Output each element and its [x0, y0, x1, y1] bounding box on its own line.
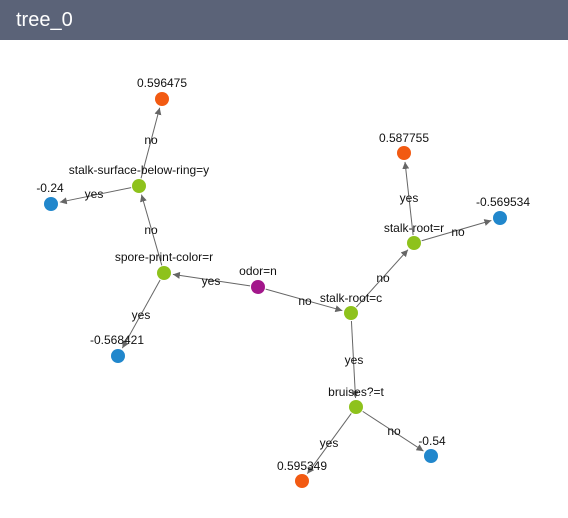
- edge-n_stalkroot_c-to-n_bruises: [350, 320, 359, 399]
- split-node[interactable]: [132, 179, 146, 193]
- split-node[interactable]: [407, 236, 421, 250]
- edge-root-to-n_spore: [172, 271, 251, 287]
- edge-label: no: [298, 294, 312, 308]
- edge-label: no: [376, 271, 390, 285]
- edge-label: no: [144, 223, 158, 237]
- edge-label: no: [144, 133, 158, 147]
- leaf-node[interactable]: [155, 92, 169, 106]
- leaf-node[interactable]: [44, 197, 58, 211]
- edge-n_stalkroot_r-to-l_m0569534: [421, 219, 492, 242]
- leaf-value-label: -0.568421: [90, 333, 144, 347]
- edge-n_spore-to-l_m0568421: [121, 279, 161, 349]
- split-condition-label: spore-print-color=r: [115, 250, 213, 264]
- edge-n_bruises-to-l_m054: [362, 410, 424, 452]
- edge-label: no: [451, 225, 465, 239]
- split-node[interactable]: [157, 266, 171, 280]
- window-title-bar: tree_0: [0, 0, 568, 40]
- edge-n_ssbr-to-l_0596475: [140, 107, 162, 179]
- edge-root-to-n_stalkroot_c: [265, 288, 343, 313]
- edge-label: yes: [320, 436, 339, 450]
- edge-label: yes: [345, 353, 364, 367]
- leaf-node[interactable]: [111, 349, 125, 363]
- edges-layer: yes no no yes no yes no yes yes no yes no: [59, 107, 492, 475]
- leaf-node[interactable]: [397, 146, 411, 160]
- edge-n_stalkroot_r-to-l_0587755: [402, 161, 414, 236]
- edge-n_spore-to-n_ssbr: [140, 194, 163, 266]
- leaf-value-label: -0.54: [418, 434, 446, 448]
- leaf-node[interactable]: [295, 474, 309, 488]
- split-condition-label: stalk-root=r: [384, 221, 444, 235]
- nodes-layer: odor=n spore-print-color=r stalk-surface-b…: [36, 76, 530, 488]
- leaf-value-label: 0.596475: [137, 76, 187, 90]
- edge-n_bruises-to-l_0595349: [306, 413, 352, 475]
- split-node[interactable]: [349, 400, 363, 414]
- split-node[interactable]: [344, 306, 358, 320]
- leaf-value-label: -0.24: [36, 181, 64, 195]
- root-node[interactable]: [251, 280, 265, 294]
- decision-tree-diagram: yes no no yes no yes no yes yes no yes no odor=n spo…: [36, 76, 530, 488]
- edge-label: yes: [132, 308, 151, 322]
- leaf-node[interactable]: [424, 449, 438, 463]
- edge-label: yes: [202, 274, 221, 288]
- edge-n_ssbr-to-l_m024: [59, 187, 132, 205]
- leaf-value-label: 0.587755: [379, 131, 429, 145]
- split-condition-label: odor=n: [239, 264, 277, 278]
- edge-label: yes: [400, 191, 419, 205]
- edge-label: yes: [85, 187, 104, 201]
- edge-label: no: [387, 424, 401, 438]
- leaf-node[interactable]: [493, 211, 507, 225]
- edge-n_stalkroot_c-to-n_stalkroot_r: [355, 249, 409, 308]
- leaf-value-label: -0.569534: [476, 195, 530, 209]
- leaf-value-label: 0.595349: [277, 459, 327, 473]
- split-condition-label: stalk-root=c: [320, 291, 382, 305]
- split-condition-label: bruises?=t: [328, 385, 384, 399]
- split-condition-label: stalk-surface-below-ring=y: [69, 163, 209, 177]
- window-title: tree_0: [16, 8, 73, 31]
